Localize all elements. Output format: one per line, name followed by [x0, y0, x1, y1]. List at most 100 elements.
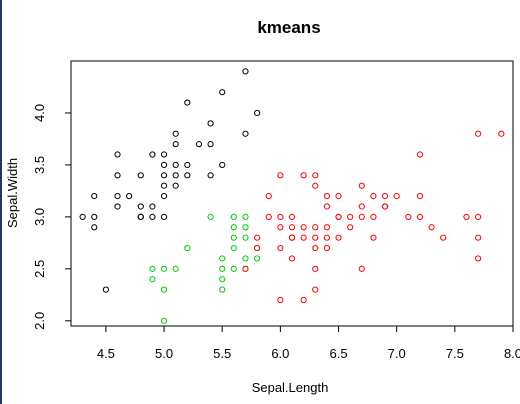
cluster-1-point — [219, 89, 226, 96]
cluster-1-point — [195, 141, 203, 148]
cluster-3-point — [277, 224, 284, 231]
cluster-2-point — [219, 276, 226, 283]
cluster-2-point — [219, 286, 226, 293]
cluster-2-point — [172, 265, 179, 272]
cluster-1-point — [207, 120, 214, 127]
cluster-1-point — [207, 141, 214, 148]
x-tick-label: 6.0 — [271, 346, 289, 361]
plot-area-border — [70, 60, 514, 327]
cluster-3-point — [335, 213, 342, 220]
cluster-2-point — [230, 234, 237, 241]
cluster-3-point — [335, 234, 342, 241]
x-tick-label: 7.5 — [446, 346, 464, 361]
y-tick-label: 2.0 — [32, 312, 47, 330]
cluster-3-point — [416, 213, 424, 220]
cluster-2-point — [160, 265, 168, 272]
cluster-1-point — [126, 192, 133, 200]
cluster-3-point — [358, 265, 365, 272]
x-tick-label: 4.5 — [97, 346, 115, 361]
cluster-2-point — [242, 234, 249, 241]
cluster-1-point — [184, 161, 191, 169]
cluster-3-point — [323, 244, 330, 252]
x-tick-label: 7.0 — [388, 346, 406, 361]
cluster-3-point — [277, 172, 284, 179]
cluster-3-point — [312, 286, 319, 293]
cluster-3-point — [347, 224, 354, 231]
cluster-1-point — [137, 203, 144, 210]
cluster-2-point — [242, 224, 249, 231]
cluster-3-point — [300, 224, 307, 231]
cluster-3-point — [335, 192, 342, 200]
y-tick-label: 2.5 — [32, 260, 47, 278]
x-tick-label: 6.5 — [329, 346, 347, 361]
cluster-2-point — [230, 265, 237, 272]
cluster-3-point — [416, 151, 424, 158]
cluster-3-point — [300, 296, 307, 304]
y-tick-label: 4.0 — [32, 104, 47, 122]
window-frame-edge — [0, 0, 2, 404]
cluster-1-point — [219, 161, 226, 169]
cluster-3-point — [323, 234, 330, 241]
cluster-3-point — [381, 192, 389, 200]
cluster-2-point — [160, 317, 168, 324]
cluster-3-point — [405, 213, 412, 220]
cluster-3-point — [323, 203, 330, 210]
cluster-3-point — [254, 234, 261, 241]
cluster-3-point — [370, 234, 377, 241]
cluster-1-point — [160, 151, 168, 158]
cluster-2-point — [219, 265, 226, 272]
cluster-1-point — [79, 213, 86, 220]
x-tick-label: 8.0 — [504, 346, 520, 361]
cluster-2-point — [230, 224, 237, 231]
cluster-2-point — [149, 276, 156, 283]
cluster-1-point — [114, 151, 121, 158]
cluster-3-point — [288, 213, 296, 220]
cluster-2-point — [254, 255, 261, 262]
cluster-3-point — [347, 213, 354, 220]
cluster-1-point — [149, 203, 156, 210]
cluster-3-point — [288, 234, 296, 241]
x-tick-label: 5.0 — [155, 346, 173, 361]
cluster-1-point — [254, 109, 261, 117]
cluster-3-point — [277, 213, 284, 220]
cluster-1-point — [172, 141, 179, 148]
cluster-1-point — [172, 182, 179, 189]
cluster-3-point — [498, 130, 505, 137]
cluster-2-point — [242, 255, 249, 262]
cluster-1-point — [114, 172, 121, 179]
cluster-1-point — [184, 99, 191, 106]
cluster-3-point — [312, 172, 319, 179]
cluster-3-point — [475, 213, 482, 220]
cluster-3-point — [312, 224, 319, 231]
cluster-3-point — [381, 203, 389, 210]
cluster-3-point — [300, 234, 307, 241]
cluster-3-point — [300, 172, 307, 179]
cluster-1-point — [91, 213, 98, 220]
cluster-3-point — [358, 213, 365, 220]
cluster-1-point — [149, 151, 156, 158]
cluster-1-point — [102, 286, 109, 293]
cluster-3-point — [254, 244, 261, 252]
cluster-3-point — [277, 244, 284, 252]
cluster-2-point — [160, 286, 168, 293]
cluster-3-point — [475, 234, 482, 241]
cluster-1-point — [172, 130, 179, 137]
x-axis-label: Sepal.Length — [252, 380, 329, 395]
y-tick-label: 3.5 — [32, 156, 47, 174]
cluster-1-point — [114, 192, 121, 200]
cluster-3-point — [277, 296, 284, 304]
cluster-2-point — [230, 213, 237, 220]
cluster-3-point — [370, 192, 377, 200]
chart-title: kmeans — [257, 18, 320, 37]
cluster-3-point — [475, 255, 482, 262]
cluster-1-point — [137, 172, 144, 179]
x-tick-label: 5.5 — [213, 346, 231, 361]
cluster-1-point — [91, 192, 98, 200]
cluster-2-point — [149, 265, 156, 272]
cluster-1-point — [137, 213, 144, 220]
cluster-1-point — [114, 203, 121, 210]
cluster-3-point — [323, 224, 330, 231]
cluster-3-point — [358, 203, 365, 210]
cluster-1-point — [160, 172, 168, 179]
